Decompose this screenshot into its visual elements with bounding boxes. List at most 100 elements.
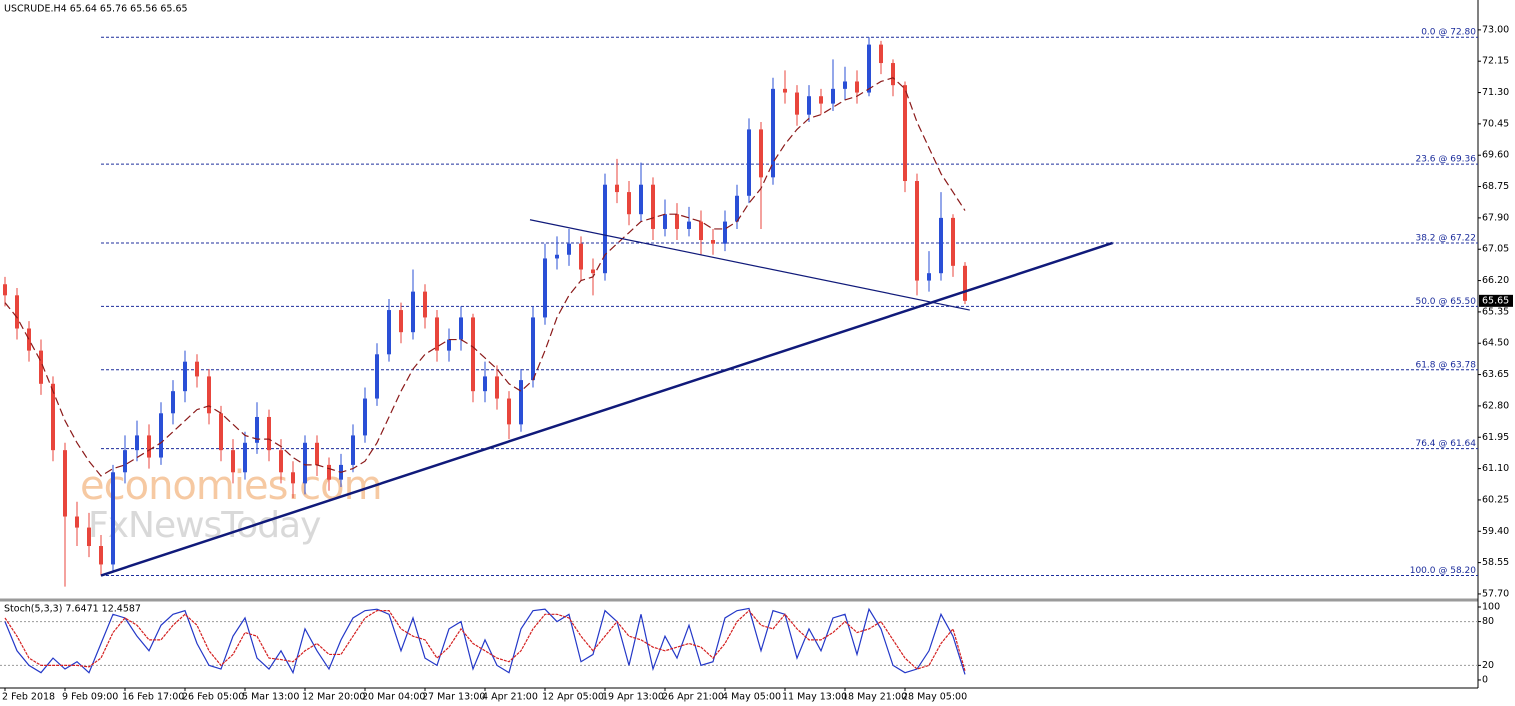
y-tick-label: 66.20: [1482, 275, 1509, 286]
candle-body: [315, 442, 319, 465]
candle-body: [867, 44, 871, 93]
chart-title: USCRUDE.H4 65.64 65.76 65.56 65.65: [4, 4, 188, 15]
candle-body: [579, 243, 583, 270]
fib-label: 23.6 @ 69.36: [1415, 155, 1476, 165]
candle-body: [3, 284, 7, 296]
x-tick-label: 12 Apr 05:00: [542, 692, 604, 703]
candle-body: [807, 96, 811, 115]
y-tick-label: 20: [1482, 660, 1494, 671]
candle-body: [519, 380, 523, 425]
y-tick-label: 71.30: [1482, 87, 1509, 98]
candle-body: [471, 317, 475, 392]
candle-body: [831, 88, 835, 104]
candle-body: [303, 442, 307, 484]
y-tick-label: 60.25: [1482, 494, 1509, 505]
last-price-label: 65.65: [1482, 295, 1509, 306]
candle-body: [735, 195, 739, 222]
candle-body: [591, 269, 595, 274]
candle-body: [879, 44, 883, 64]
candle-body: [75, 516, 79, 528]
candle-body: [639, 184, 643, 215]
y-tick-label: 65.35: [1482, 306, 1509, 317]
candle-body: [183, 361, 187, 392]
candle-body: [135, 435, 139, 451]
y-tick-label: 63.65: [1482, 369, 1509, 380]
candle-body: [627, 192, 631, 215]
fib-label: 76.4 @ 61.64: [1415, 439, 1476, 449]
candle-body: [63, 450, 67, 517]
x-tick-label: 28 May 05:00: [902, 692, 967, 703]
candle-body: [483, 376, 487, 392]
candle-body: [51, 383, 55, 451]
stochastic-line: [4, 607, 966, 675]
candle-body: [243, 442, 247, 473]
candle-body: [843, 81, 847, 89]
candle-body: [399, 310, 403, 333]
candle-body: [795, 92, 799, 115]
moving-average: [4, 77, 966, 477]
candle-body: [507, 398, 511, 425]
candle-body: [699, 221, 703, 241]
candle-body: [747, 129, 751, 196]
candle-body: [195, 361, 199, 377]
candle-body: [675, 214, 679, 229]
y-tick-label: 68.75: [1482, 181, 1509, 192]
candle-body: [495, 376, 499, 399]
candle-body: [207, 376, 211, 414]
candle-body: [279, 450, 283, 473]
candle-body: [927, 273, 931, 281]
x-tick-label: 19 Apr 13:00: [602, 692, 664, 703]
y-tick-label: 57.70: [1482, 588, 1509, 599]
candle-body: [783, 88, 787, 93]
x-tick-label: 27 Mar 13:00: [422, 692, 485, 703]
candle-body: [363, 398, 367, 436]
candle-body: [123, 450, 127, 473]
x-tick-label: 5 Mar 13:00: [242, 692, 299, 703]
fib-label: 0.0 @ 72.80: [1421, 28, 1476, 38]
candle-body: [759, 129, 763, 178]
y-tick-label: 100: [1482, 602, 1500, 613]
candle-body: [651, 184, 655, 229]
x-tick-label: 4 Apr 21:00: [482, 692, 538, 703]
candle-body: [819, 96, 823, 104]
candle-body: [111, 472, 115, 565]
candle-body: [615, 184, 619, 193]
candle-body: [663, 214, 667, 229]
candle-body: [891, 63, 895, 86]
candle-body: [411, 291, 415, 333]
x-tick-label: 4 May 05:00: [722, 692, 781, 703]
trendline: [100, 241, 1113, 577]
fib-label: 61.8 @ 63.78: [1415, 360, 1476, 370]
x-tick-label: 2 Feb 2018: [2, 692, 55, 703]
candle-body: [711, 240, 715, 244]
candle-body: [39, 350, 43, 384]
x-tick-label: 26 Feb 05:00: [182, 692, 244, 703]
candle-body: [903, 85, 907, 182]
candle-body: [231, 450, 235, 473]
candle-body: [939, 217, 943, 274]
y-tick-label: 80: [1482, 616, 1494, 627]
candle-body: [963, 265, 967, 301]
indicator-title: Stoch(5,3,3) 7.6471 12.4587: [4, 604, 141, 615]
y-tick-label: 61.95: [1482, 432, 1509, 443]
watermark: FxNewsToday: [88, 505, 321, 546]
y-tick-label: 72.15: [1482, 56, 1509, 67]
candle-body: [219, 413, 223, 451]
y-tick-label: 67.05: [1482, 244, 1509, 255]
candle-body: [771, 88, 775, 178]
candle-body: [147, 435, 151, 458]
candle-body: [27, 328, 31, 351]
candle-body: [327, 464, 331, 480]
last-price-box: [1479, 294, 1513, 307]
y-tick-label: 62.80: [1482, 400, 1509, 411]
x-tick-label: 16 Feb 17:00: [122, 692, 184, 703]
x-tick-label: 12 Mar 20:00: [302, 692, 365, 703]
candle-body: [351, 435, 355, 465]
candle-body: [15, 295, 19, 329]
candle-body: [375, 354, 379, 399]
candle-body: [687, 221, 691, 229]
y-tick-label: 59.40: [1482, 526, 1509, 537]
candle-body: [87, 527, 91, 547]
candle-body: [267, 416, 271, 451]
